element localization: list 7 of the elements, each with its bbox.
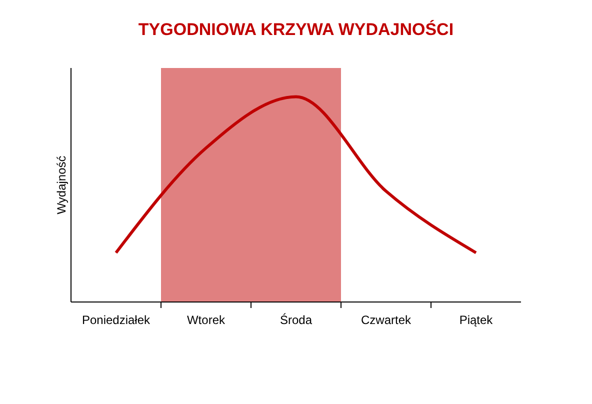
x-tick-label: Piątek	[459, 313, 494, 327]
x-tick-label: Czwartek	[360, 313, 412, 327]
x-tick-label: Poniedziałek	[82, 313, 152, 327]
y-axis-title: Wydajność	[54, 156, 68, 214]
x-tick-label: Środa	[280, 313, 312, 327]
x-tick-label: Wtorek	[186, 313, 226, 327]
chart-title: TYGODNIOWA KRZYWA WYDAJNOŚCI	[137, 19, 455, 41]
